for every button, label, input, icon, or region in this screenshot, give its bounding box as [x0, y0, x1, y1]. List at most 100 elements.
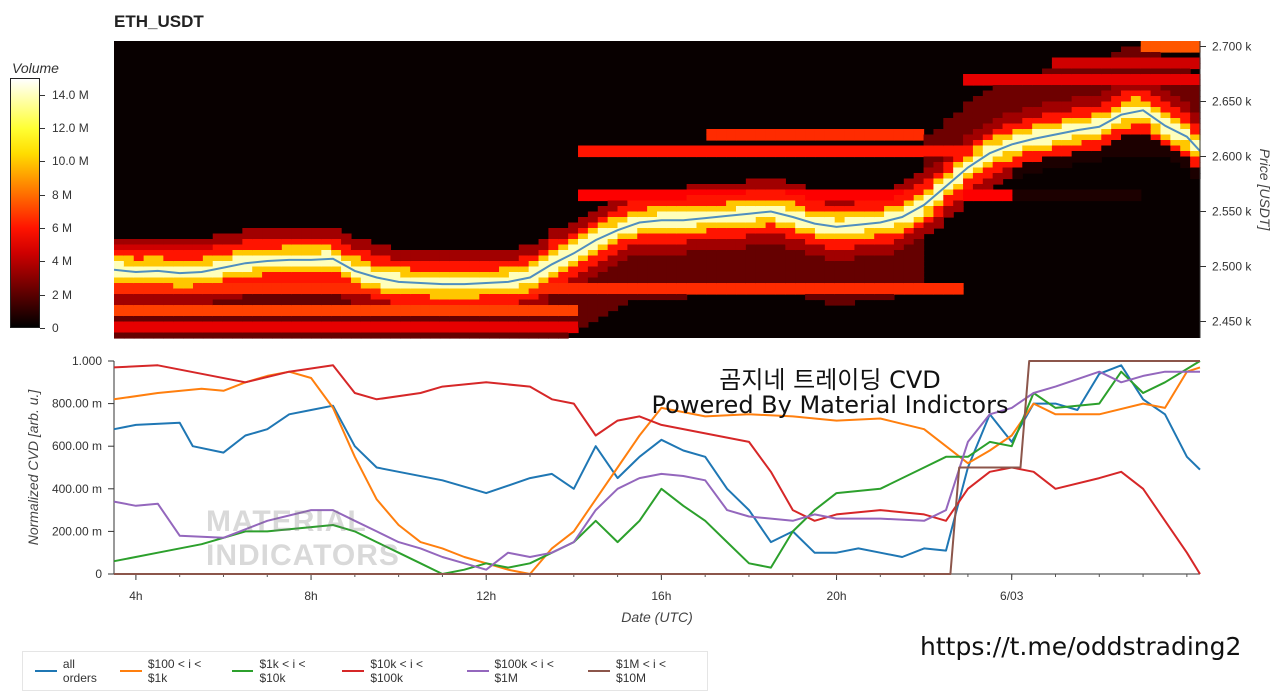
- heatmap-cell: [657, 294, 668, 301]
- heatmap-cell: [518, 266, 530, 273]
- heatmap-cell: [903, 239, 915, 246]
- heatmap-cell: [597, 266, 609, 273]
- heatmap-cell: [706, 200, 717, 207]
- heatmap-cell: [933, 134, 944, 141]
- heatmap-cell: [923, 145, 935, 152]
- heatmap-cell: [745, 217, 757, 224]
- heatmap-cell: [953, 195, 964, 202]
- heatmap-cell: [222, 255, 234, 262]
- legend-swatch: [35, 670, 57, 672]
- heatmap-cell: [706, 277, 717, 284]
- heatmap-cell: [153, 321, 164, 328]
- heatmap-cell: [410, 327, 421, 334]
- heatmap-cell: [1150, 145, 1162, 152]
- heatmap-cell: [617, 151, 628, 158]
- heatmap-cell: [1101, 134, 1112, 141]
- heatmap-cell: [1180, 162, 1191, 169]
- heatmap-cell: [350, 310, 362, 317]
- heatmap-cell: [755, 184, 767, 191]
- heatmap-cell: [390, 261, 401, 268]
- legend-item[interactable]: $1k < i < $10k: [231, 657, 335, 685]
- heatmap-cell: [568, 266, 579, 273]
- heatmap-cell: [242, 321, 253, 328]
- heatmap-cell: [1121, 134, 1132, 141]
- heatmap-cell: [232, 316, 243, 323]
- legend-item[interactable]: $1M < i < $10M: [588, 657, 699, 685]
- heatmap-cell: [262, 327, 273, 334]
- heatmap-cell: [824, 272, 836, 279]
- heatmap-cell: [123, 250, 135, 257]
- legend-item[interactable]: $10k < i < $100k: [342, 657, 458, 685]
- heatmap-cell: [785, 288, 796, 295]
- heatmap-cell: [1022, 118, 1033, 125]
- heatmap-cell: [291, 244, 303, 251]
- heatmap-cell: [884, 255, 895, 262]
- heatmap-cell: [844, 299, 856, 306]
- heatmap-cell: [538, 261, 549, 268]
- heatmap-cell: [143, 288, 155, 295]
- heatmap-cell: [1051, 162, 1063, 169]
- heatmap-cell: [795, 151, 806, 158]
- heatmap-cell: [212, 294, 224, 301]
- heatmap-cell: [489, 255, 500, 262]
- heatmap-cell: [1180, 41, 1191, 48]
- heatmap-cell: [972, 178, 984, 185]
- telegram-link[interactable]: https://t.me/oddstrading2: [920, 632, 1242, 661]
- heatmap-cell: [410, 321, 421, 328]
- heatmap-cell: [805, 283, 816, 290]
- heatmap-cell: [963, 162, 974, 169]
- heatmap-cell: [1111, 145, 1122, 152]
- heatmap-cell: [1180, 129, 1191, 136]
- heatmap-cell: [202, 283, 214, 290]
- heatmap-cell: [607, 217, 619, 224]
- legend-item[interactable]: $100 < i < $1k: [119, 657, 224, 685]
- heatmap-cell: [676, 277, 688, 284]
- heatmap-cell: [222, 283, 234, 290]
- heatmap-cell: [429, 266, 441, 273]
- heatmap-cell: [192, 288, 204, 295]
- heatmap-cell: [814, 189, 826, 196]
- heatmap-cell: [647, 233, 658, 240]
- heatmap-cell: [1150, 46, 1162, 53]
- heatmap-cell: [173, 266, 184, 273]
- heatmap-cell: [933, 156, 944, 163]
- legend-item[interactable]: $100k < i < $1M: [466, 657, 581, 685]
- heatmap-cell: [271, 305, 283, 312]
- heatmap-cell: [617, 228, 628, 235]
- heatmap-cell: [597, 228, 609, 235]
- heatmap-cell: [933, 222, 944, 229]
- heatmap-cell: [1042, 140, 1053, 147]
- heatmap-cell: [420, 277, 431, 284]
- heatmap-cell: [854, 288, 865, 295]
- heatmap-cell: [647, 272, 658, 279]
- heatmap-cell: [805, 217, 816, 224]
- heatmap-cell: [953, 134, 964, 141]
- heatmap-cell: [538, 305, 549, 312]
- heatmap-cell: [370, 327, 382, 334]
- heatmap-cell: [528, 299, 540, 306]
- heatmap-cell: [518, 316, 530, 323]
- heatmap-cell: [262, 321, 273, 328]
- legend-item[interactable]: all orders: [35, 657, 112, 685]
- heatmap-cell: [874, 134, 885, 141]
- heatmap-cell: [992, 134, 1004, 141]
- heatmap-cell: [459, 321, 471, 328]
- heatmap-cell: [114, 255, 125, 262]
- heatmap-cell: [1101, 129, 1112, 136]
- heatmap-cell: [1190, 57, 1201, 64]
- heatmap-cell: [262, 261, 273, 268]
- heatmap-cell: [439, 288, 451, 295]
- heatmap-cell: [666, 288, 678, 295]
- heatmap-cell: [222, 261, 234, 268]
- heatmap-cell: [1130, 145, 1142, 152]
- heatmap-cell: [479, 310, 490, 317]
- heatmap-cell: [1081, 101, 1092, 108]
- heatmap-cell: [874, 244, 885, 251]
- heatmap-cell: [834, 299, 846, 306]
- heatmap-cell: [716, 261, 727, 268]
- heatmap-cell: [578, 195, 589, 202]
- heatmap-cell: [805, 266, 816, 273]
- heatmap-cell: [607, 206, 619, 213]
- heatmap-cell: [380, 305, 392, 312]
- heatmap-cell: [123, 261, 135, 268]
